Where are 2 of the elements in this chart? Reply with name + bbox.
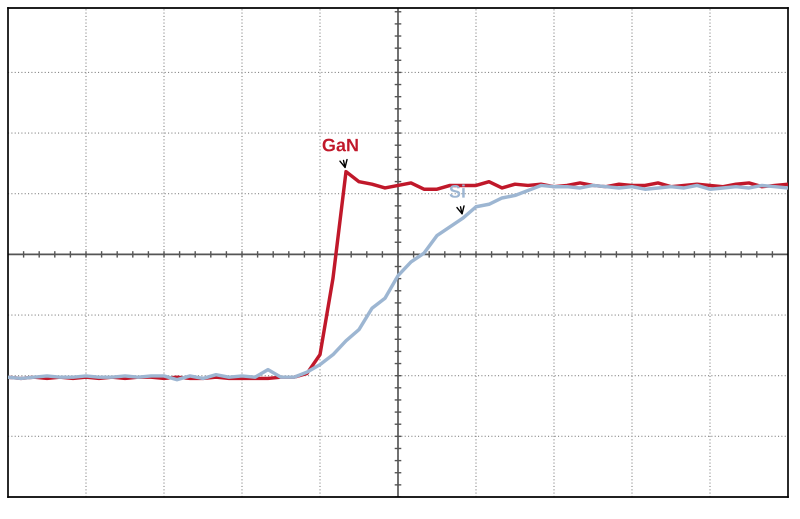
series-label: GaN bbox=[322, 138, 358, 152]
series-label: Si bbox=[449, 184, 465, 198]
